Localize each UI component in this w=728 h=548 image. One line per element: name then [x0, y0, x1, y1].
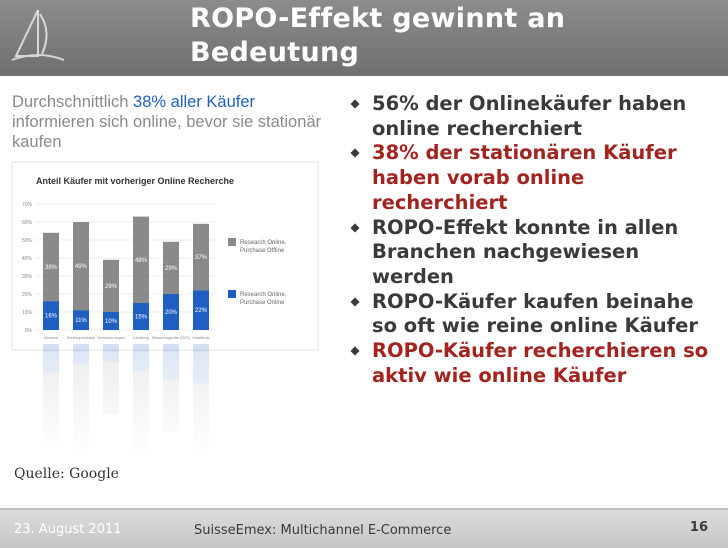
data-label: 15% — [135, 315, 148, 321]
bullet-text: ROPO-Käufer kaufen beinahe so oft wie re… — [372, 289, 698, 338]
footer-date: 23. August 2011 — [14, 522, 122, 537]
legend-label: Purchase Offline — [240, 248, 285, 254]
data-label: 20% — [165, 310, 178, 316]
legend-swatch — [228, 238, 236, 246]
bullet-text: 38% der stationären Käufer haben vorab o… — [372, 141, 677, 214]
title-bar: ROPO-Effekt gewinnt an Bedeutung — [0, 0, 728, 76]
chart-panel: Durchschnittlich 38% aller Käufer inform… — [6, 86, 324, 458]
data-label: 29% — [165, 266, 178, 272]
bar-segment-offline — [193, 223, 209, 291]
slide-title: ROPO-Effekt gewinnt an Bedeutung — [190, 3, 566, 68]
x-tick-label: Versicherungen — [97, 335, 125, 340]
bar-segment-offline — [103, 259, 119, 312]
bullet-item: ROPO-Effekt konnte in allen Branchen nac… — [350, 216, 725, 290]
bar-chart: Anteil Käufer mit vorheriger Online Rech… — [6, 161, 324, 458]
y-tick-label: 50% — [22, 238, 33, 244]
x-tick-label: Mobilfunk — [192, 335, 209, 340]
footer-title: SuisseEmex: Multichannel E-Commerce — [194, 523, 452, 538]
bar-segment-online — [103, 312, 119, 330]
reflection-fade — [6, 352, 324, 458]
legend-label: Purchase Online — [240, 300, 285, 306]
footer: 23. August 2011 SuisseEmex: Multichannel… — [0, 508, 728, 548]
bullet-item: 38% der stationären Käufer haben vorab o… — [350, 141, 725, 215]
bullet-marker-icon — [350, 99, 360, 109]
footer-title-box: SuisseEmex: Multichannel E-Commerce — [186, 520, 686, 546]
legend-label: Research Online, — [240, 292, 287, 298]
y-tick-label: 40% — [22, 256, 33, 262]
data-label: 10% — [105, 319, 118, 325]
bar-segment-offline — [43, 232, 59, 302]
bullet-item: ROPO-Käufer recherchieren so aktiv wie o… — [350, 339, 725, 388]
bullet-marker-icon — [350, 222, 360, 232]
data-label: 38% — [45, 265, 58, 271]
bar-segment-offline — [163, 241, 179, 294]
bullet-marker-icon — [350, 346, 360, 356]
bar-segment-online — [133, 303, 149, 330]
chart-headline: Durchschnittlich 38% aller Käufer inform… — [12, 92, 322, 152]
headline-suffix: informieren sich online, bevor sie stati… — [12, 113, 322, 151]
bullet-text: ROPO-Käufer recherchieren so aktiv wie o… — [372, 339, 709, 387]
bullet-list: 56% der Onlinekäufer haben online recher… — [350, 92, 725, 388]
legend-label: Research Online, — [240, 240, 287, 246]
bullet-item: ROPO-Käufer kaufen beinahe so oft wie re… — [350, 290, 725, 339]
bullet-item: 56% der Onlinekäufer haben online recher… — [350, 92, 725, 141]
data-label: 49% — [75, 264, 88, 270]
bullet-text: 56% der Onlinekäufer haben online recher… — [372, 92, 687, 140]
logo-icon — [11, 9, 65, 61]
bar-segment-offline — [73, 222, 89, 311]
legend-swatch — [228, 290, 236, 298]
data-label: 16% — [45, 314, 58, 320]
data-label: 48% — [135, 258, 148, 264]
y-tick-label: 0% — [25, 328, 33, 334]
source-label: Quelle: Google — [14, 466, 119, 482]
x-tick-label: Gesamt — [44, 335, 59, 340]
bar-segment-online — [193, 290, 209, 330]
y-tick-label: 70% — [22, 202, 33, 208]
data-label: 37% — [195, 255, 208, 261]
data-label: 11% — [75, 318, 87, 324]
bar-segment-online — [163, 294, 179, 330]
y-tick-label: 10% — [22, 310, 33, 316]
bar-segment-online — [73, 310, 89, 330]
x-tick-label: Kleidung — [133, 335, 149, 340]
chart-title: Anteil Käufer mit vorheriger Online Rech… — [36, 176, 234, 186]
x-tick-label: Elektroprodukte — [67, 335, 96, 340]
bullet-marker-icon — [350, 148, 360, 158]
data-label: 22% — [195, 308, 208, 314]
bar-segment-offline — [133, 216, 149, 303]
bullet-marker-icon — [350, 297, 360, 307]
y-tick-label: 30% — [22, 274, 33, 280]
bullet-text: ROPO-Effekt konnte in allen Branchen nac… — [372, 215, 679, 288]
page-number: 16 — [689, 520, 708, 535]
headline-prefix: Durchschnittlich — [12, 93, 134, 111]
bar-segment-online — [43, 301, 59, 330]
headline-highlight: 38% aller Käufer — [133, 93, 256, 111]
y-tick-label: 60% — [22, 220, 33, 226]
data-label: 29% — [105, 284, 118, 290]
x-tick-label: Bereichsgeräte (DIG) — [152, 335, 190, 340]
y-tick-label: 20% — [22, 292, 33, 298]
